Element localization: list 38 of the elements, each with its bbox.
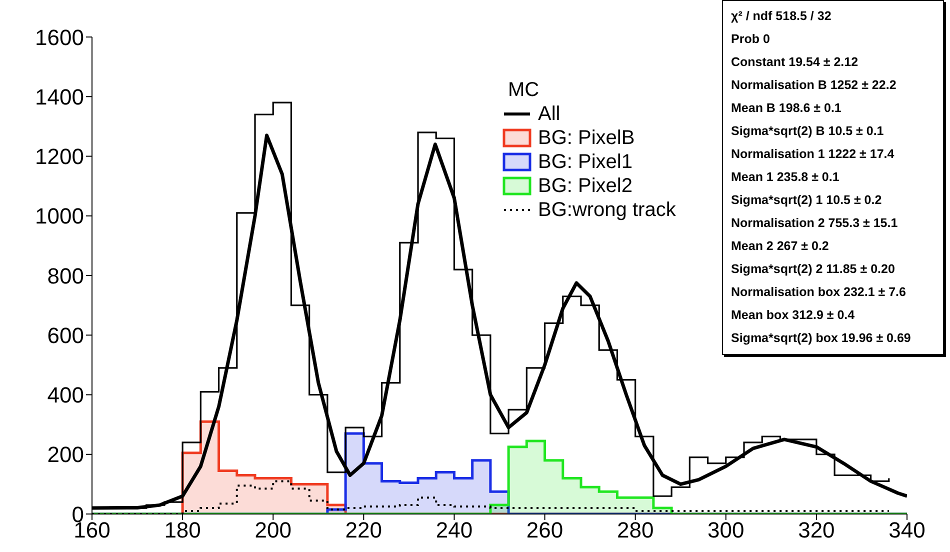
legend-label: BG: PixelB xyxy=(538,126,635,150)
legend-label: BG: Pixel2 xyxy=(538,174,632,198)
annotation: Sigma*sqrt(2) 1 10.5 ± 0.2 xyxy=(731,192,883,209)
annotation: Normalisation B 1252 ± 22.2 xyxy=(731,77,898,94)
annotation: Prob 0 xyxy=(731,31,771,48)
x-tick-label: 240 xyxy=(436,518,473,543)
y-tick-label: 600 xyxy=(47,322,84,348)
text: χ² / ndf 518.5 / 32 xyxy=(731,9,832,23)
legend-label: All xyxy=(538,102,560,126)
annotation: Mean B 198.6 ± 0.1 xyxy=(731,100,842,117)
y-tick-label: 1000 xyxy=(35,204,84,229)
x-tick-label: 300 xyxy=(708,518,744,543)
annotation: Normalisation 1 1222 ± 17.4 xyxy=(731,146,896,163)
legend-title: MC xyxy=(508,78,540,102)
y-tick-label: 800 xyxy=(47,263,84,288)
y-tick-label: 1200 xyxy=(35,144,84,170)
annotation: Normalisation 2 755.3 ± 15.1 xyxy=(731,215,899,232)
x-tick-label: 180 xyxy=(164,518,201,543)
legend-label: BG: Pixel1 xyxy=(538,150,632,174)
y-tick-label: 1600 xyxy=(35,24,84,50)
annotation: Sigma*sqrt(2) box 19.96 ± 0.69 xyxy=(731,330,912,347)
x-tick-label: 220 xyxy=(345,518,382,543)
annotation: Normalisation box 232.1 ± 7.6 xyxy=(731,284,907,301)
annotation: Sigma*sqrt(2) 2 11.85 ± 0.20 xyxy=(731,261,896,278)
y-tick-label: 200 xyxy=(47,442,84,468)
x-tick-label: 320 xyxy=(798,518,835,543)
annotation: Sigma*sqrt(2) B 10.5 ± 0.1 xyxy=(731,123,885,140)
annotation: Mean 2 267 ± 0.2 xyxy=(731,238,830,255)
x-tick-label: 340 xyxy=(888,518,926,543)
annotation: Constant 19.54 ± 2.12 xyxy=(731,54,860,71)
x-tick-label: 260 xyxy=(526,518,564,543)
y-tick-label: 1400 xyxy=(35,84,84,110)
annotation: Mean box 312.9 ± 0.4 xyxy=(731,307,856,324)
legend-label: BG:wrong track xyxy=(538,198,676,222)
x-tick-label: 280 xyxy=(616,518,654,543)
y-tick-label: 400 xyxy=(47,382,84,408)
x-tick-label: 200 xyxy=(254,518,292,543)
annotation: Mean 1 235.8 ± 0.1 xyxy=(731,169,840,186)
